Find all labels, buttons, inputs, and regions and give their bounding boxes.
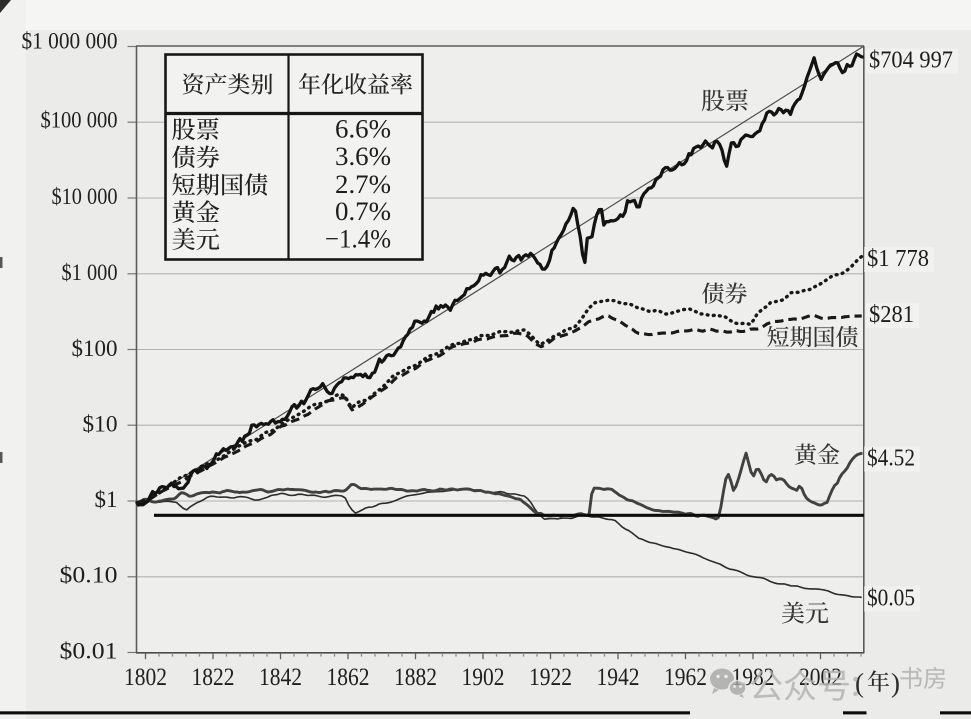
svg-text:$100: $100 xyxy=(72,336,118,361)
svg-text:$10: $10 xyxy=(83,412,118,437)
svg-text:$704 997: $704 997 xyxy=(869,48,953,74)
svg-text:1802: 1802 xyxy=(124,664,167,691)
svg-text:$0.01: $0.01 xyxy=(60,639,118,664)
svg-text:1942: 1942 xyxy=(597,664,640,691)
svg-text:$10 000: $10 000 xyxy=(52,184,118,209)
svg-text:1822: 1822 xyxy=(192,664,235,691)
svg-text:6.6%: 6.6% xyxy=(335,113,391,143)
svg-text:1922: 1922 xyxy=(529,664,572,691)
svg-text:0.7%: 0.7% xyxy=(335,196,391,226)
svg-text:3.6%: 3.6% xyxy=(335,141,391,171)
svg-text:$0.10: $0.10 xyxy=(60,563,118,588)
svg-text:$1 000 000: $1 000 000 xyxy=(22,29,118,54)
svg-text:1862: 1862 xyxy=(327,664,370,691)
svg-text:1882: 1882 xyxy=(394,664,437,691)
svg-text:): ) xyxy=(891,668,900,698)
svg-text:$4.52: $4.52 xyxy=(867,446,915,472)
svg-text:$0.05: $0.05 xyxy=(867,586,915,612)
svg-text:1842: 1842 xyxy=(259,664,302,691)
svg-text:$1 000: $1 000 xyxy=(62,260,118,285)
svg-text:$1: $1 xyxy=(95,487,118,512)
svg-text:1902: 1902 xyxy=(462,664,505,691)
svg-text:(: ( xyxy=(855,668,864,698)
svg-text:−1.4%: −1.4% xyxy=(325,223,391,253)
svg-text:2.7%: 2.7% xyxy=(335,169,391,199)
svg-text:1962: 1962 xyxy=(664,664,707,691)
svg-text:$281: $281 xyxy=(869,302,914,328)
svg-text:$100 000: $100 000 xyxy=(41,108,118,133)
svg-text:$1 778: $1 778 xyxy=(867,246,929,272)
